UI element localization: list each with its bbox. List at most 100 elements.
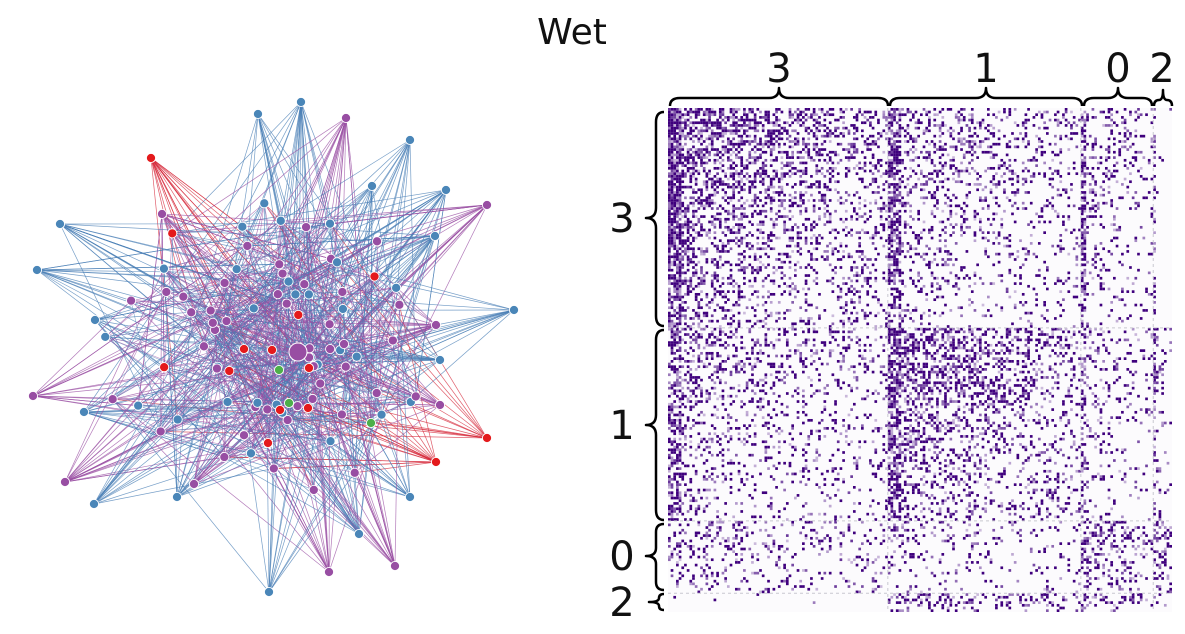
matrix-cell — [732, 196, 736, 200]
matrix-cell — [1088, 191, 1092, 194]
matrix-cell — [944, 239, 947, 243]
matrix-cell — [676, 258, 679, 261]
matrix-cell — [673, 314, 677, 318]
matrix-cell — [893, 183, 896, 186]
matrix-cell — [855, 172, 859, 176]
network-edge — [131, 300, 437, 326]
network-node — [337, 303, 348, 315]
matrix-cell — [855, 164, 859, 167]
matrix-cell — [799, 196, 803, 200]
matrix-cell — [1083, 217, 1087, 221]
network-edge — [217, 117, 347, 367]
matrix-cell — [938, 220, 942, 224]
matrix-cell — [831, 175, 835, 178]
matrix-cell — [828, 177, 832, 181]
matrix-cell — [713, 290, 717, 293]
matrix-cell — [670, 108, 674, 111]
matrix-cell — [901, 250, 904, 253]
matrix-cell — [954, 169, 958, 173]
matrix-cell — [708, 118, 711, 122]
matrix-cell — [828, 242, 832, 245]
matrix-cell — [1083, 223, 1087, 226]
network-edge — [273, 461, 437, 469]
matrix-cell — [871, 263, 875, 267]
matrix-cell — [874, 295, 878, 299]
matrix-cell — [812, 110, 816, 114]
matrix-cell — [978, 225, 982, 229]
matrix-cell — [863, 212, 867, 216]
matrix-cell — [895, 185, 899, 189]
matrix-cell — [834, 150, 837, 154]
matrix-cell — [887, 247, 891, 251]
matrix-cell — [1080, 303, 1084, 307]
matrix-cell — [692, 134, 695, 138]
matrix-cell — [847, 231, 851, 234]
matrix-cell — [906, 177, 910, 181]
matrix-cell — [726, 148, 730, 151]
matrix-cell — [721, 140, 725, 143]
matrix-cell — [1008, 110, 1012, 114]
matrix-cell — [890, 242, 894, 245]
matrix-cell — [713, 274, 717, 277]
matrix-cell — [866, 292, 870, 296]
network-edge — [247, 245, 360, 535]
network-edge — [150, 157, 243, 228]
matrix-cell — [772, 225, 776, 229]
matrix-cell — [697, 260, 701, 264]
matrix-cell — [1099, 215, 1103, 218]
matrix-cell — [684, 134, 687, 138]
matrix-cell — [702, 110, 706, 114]
matrix-cell — [681, 121, 685, 125]
matrix-cell — [949, 223, 953, 226]
matrix-cell — [700, 137, 703, 141]
matrix-cell — [920, 314, 923, 318]
matrix-cell — [893, 287, 896, 291]
matrix-cell — [673, 252, 677, 256]
matrix-cell — [882, 150, 886, 154]
matrix-cell — [944, 244, 947, 248]
matrix-cell — [954, 282, 958, 285]
matrix-cell — [842, 134, 845, 138]
matrix-cell — [978, 145, 982, 149]
matrix-cell — [716, 276, 719, 280]
matrix-cell — [1153, 137, 1156, 141]
matrix-cell — [737, 183, 741, 186]
matrix-cell — [804, 242, 808, 245]
network-edge — [356, 241, 378, 357]
matrix-cell — [804, 142, 808, 146]
matrix-cell — [858, 301, 862, 304]
matrix-cell — [670, 118, 674, 122]
matrix-cell — [681, 169, 685, 173]
matrix-cell — [818, 185, 821, 189]
matrix-cell — [970, 290, 974, 293]
matrix-cell — [1062, 298, 1065, 302]
matrix-cell — [676, 276, 679, 280]
matrix-cell — [1134, 158, 1138, 162]
matrix-cell — [890, 236, 894, 240]
matrix-cell — [1126, 244, 1130, 248]
matrix-cell — [721, 132, 725, 135]
matrix-cell — [764, 247, 768, 251]
matrix-cell — [759, 191, 762, 194]
matrix-cell — [1024, 311, 1028, 315]
matrix-cell — [764, 196, 768, 200]
matrix-cell — [1096, 274, 1100, 277]
matrix-cell — [670, 153, 674, 157]
matrix-cell — [850, 153, 853, 157]
network-node — [259, 198, 270, 209]
matrix-cell — [874, 142, 878, 146]
network-edge — [329, 223, 382, 415]
matrix-cell — [917, 134, 920, 138]
matrix-cell — [1027, 142, 1030, 146]
matrix-cell — [906, 150, 910, 154]
matrix-cell — [890, 271, 894, 275]
matrix-cell — [718, 113, 722, 117]
network-node — [303, 289, 314, 300]
matrix-cell — [1011, 191, 1014, 194]
matrix-cell — [815, 118, 819, 122]
matrix-cell — [954, 292, 958, 296]
matrix-cell — [756, 266, 760, 269]
matrix-cell — [893, 196, 896, 200]
network-node — [434, 354, 446, 366]
matrix-cell — [737, 207, 741, 210]
